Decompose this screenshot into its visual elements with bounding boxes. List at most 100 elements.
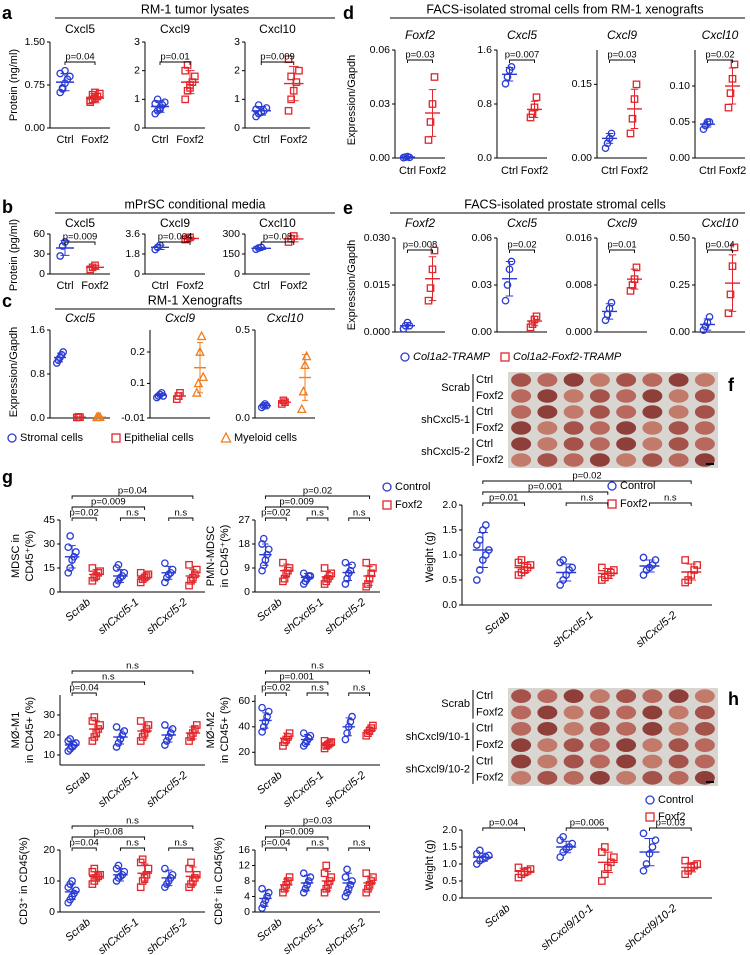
y-tick-label: 0.0 [477, 152, 492, 164]
tumor [668, 405, 689, 419]
data-point [72, 886, 80, 895]
data-point [430, 73, 439, 81]
data-point [285, 873, 294, 881]
data-point [279, 888, 287, 897]
tumor [694, 373, 715, 387]
significance-bracket [264, 517, 287, 521]
y-tick-label: 2.0 [442, 499, 457, 511]
data-point [292, 78, 301, 86]
row-sub-label: Ctrl [476, 690, 493, 702]
data-point [58, 242, 67, 250]
y-tick-label: 1.50 [25, 36, 46, 48]
significance-label: p=0.04 [65, 52, 94, 63]
data-point [681, 856, 690, 865]
y-tick-label: 0 [234, 268, 240, 280]
tumor [537, 689, 558, 704]
row-sub-label: Foxf2 [476, 706, 504, 718]
significance-bracket [264, 495, 371, 499]
tumor [563, 721, 584, 736]
panel-letter: e [343, 198, 353, 218]
tumor [563, 754, 584, 769]
data-point [161, 721, 169, 729]
y-tick-label: 60 [238, 695, 250, 707]
significance-label: n.s [311, 683, 324, 694]
significance-label: n.s [126, 816, 139, 827]
y-axis-label: in CD45+ (%) [24, 697, 36, 763]
significance-label: p=0.04 [70, 683, 99, 694]
row-sub-label: Foxf2 [476, 422, 504, 434]
tumor [563, 421, 584, 435]
data-point [64, 568, 73, 577]
row-label: shCxcl9/10-2 [406, 764, 470, 776]
data-point [66, 532, 75, 540]
y-tick-label: 1.5 [442, 524, 457, 536]
significance-bracket [264, 825, 371, 829]
x-tick-label: Ctrl [399, 165, 416, 177]
significance-bracket [159, 241, 191, 245]
significance-bracket [71, 692, 97, 696]
y-tick-label: 0.030 [364, 232, 390, 244]
data-point [364, 580, 372, 588]
data-point [142, 725, 151, 733]
chart-title: Cxcl5 [65, 311, 95, 325]
significance-label: n.s [353, 838, 366, 849]
tumor [694, 689, 715, 704]
data-point [264, 707, 273, 716]
tumor [537, 421, 558, 435]
significance-label: p=0.001 [528, 482, 563, 493]
x-tick-label: Scrab [255, 769, 285, 797]
legend-marker [7, 433, 17, 443]
x-tick-label: shCxcl5-1 [551, 609, 596, 650]
y-axis-label: Weight (g) [424, 840, 436, 891]
tumor [642, 437, 663, 451]
tumor [668, 437, 689, 451]
tumor [563, 453, 584, 467]
x-tick-label: shCxcl5-2 [634, 609, 679, 650]
significance-label: p=0.01 [489, 493, 518, 504]
data-point [724, 309, 733, 318]
data-point [259, 900, 268, 909]
data-point [362, 888, 371, 897]
y-tick-label: 0.25 [670, 279, 691, 291]
data-point [190, 72, 199, 81]
x-tick-label: Foxf2 [521, 165, 549, 177]
tumor [668, 453, 689, 467]
data-point [185, 737, 193, 745]
legend-label: Control [620, 480, 655, 492]
data-point [559, 556, 568, 564]
row-sub-label: Foxf2 [476, 739, 504, 751]
chart-title: Cxcl10 [702, 28, 739, 42]
row-sub-label: Ctrl [476, 406, 493, 418]
y-tick-label: 3 [234, 36, 240, 48]
tumor [668, 738, 689, 753]
row-sub-label: Foxf2 [476, 454, 504, 466]
data-point [632, 263, 641, 272]
x-tick-label: Foxf2 [81, 280, 109, 292]
legend-marker [400, 352, 410, 362]
chart-title: Cxcl9 [165, 311, 195, 325]
y-tick-label: 0 [234, 122, 240, 134]
tumor [694, 405, 715, 419]
data-point [322, 861, 331, 870]
x-tick-label: Ctrl [151, 280, 168, 292]
legend-marker [607, 499, 617, 509]
y-tick-label: 0.0 [442, 599, 457, 611]
tumor [616, 721, 637, 736]
data-point [58, 85, 67, 93]
y-tick-label: 0.5 [442, 875, 457, 887]
tumor [668, 373, 689, 387]
chart-title: Cxcl9 [607, 28, 637, 42]
data-point [72, 548, 80, 556]
photo-bg [508, 688, 718, 786]
data-point [639, 553, 648, 562]
tumor [563, 705, 584, 720]
tumor [668, 754, 689, 769]
x-tick-label: Foxf2 [419, 165, 447, 177]
data-point [258, 884, 266, 893]
data-point [320, 564, 329, 572]
y-tick-label: 27 [238, 514, 250, 526]
data-point [187, 858, 195, 867]
y-tick-label: 0 [49, 906, 55, 918]
x-tick-label: Ctrl [56, 134, 73, 146]
